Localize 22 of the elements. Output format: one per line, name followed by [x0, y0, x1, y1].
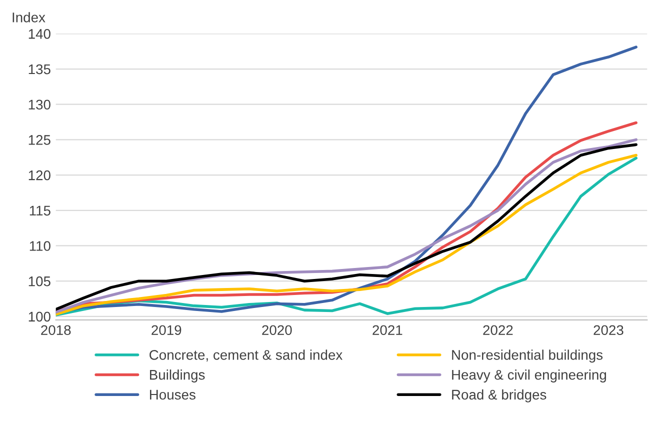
y-tick-label: 140 — [28, 29, 50, 39]
x-tick-label: 2022 — [483, 325, 513, 336]
y-tick-label: 115 — [30, 206, 50, 216]
legend-label: Buildings — [150, 370, 205, 382]
y-tick-label: 110 — [30, 241, 50, 251]
y-tick-label: 120 — [28, 170, 50, 180]
x-tick-label: 2023 — [594, 325, 624, 336]
y-tick-label: 100 — [28, 312, 50, 322]
y-tick-label: 135 — [28, 64, 50, 74]
x-tick-label: 2020 — [262, 325, 292, 336]
legend-label: Concrete, cement & sand index — [150, 350, 342, 362]
y-tick-label: 105 — [28, 276, 50, 286]
y-tick-label: 125 — [28, 135, 50, 145]
y-tick-label: 130 — [28, 100, 50, 110]
x-tick-label: 2018 — [41, 325, 71, 336]
x-tick-label: 2019 — [152, 325, 182, 336]
legend-label: Heavy & civil engineering — [452, 370, 606, 382]
x-tick-label: 2021 — [372, 325, 402, 336]
legend-label: Road & bridges — [452, 389, 546, 402]
y-axis-title: Index — [12, 12, 46, 22]
legend-label: Houses — [150, 390, 196, 400]
legend-label: Non-residential buildings — [452, 350, 603, 363]
